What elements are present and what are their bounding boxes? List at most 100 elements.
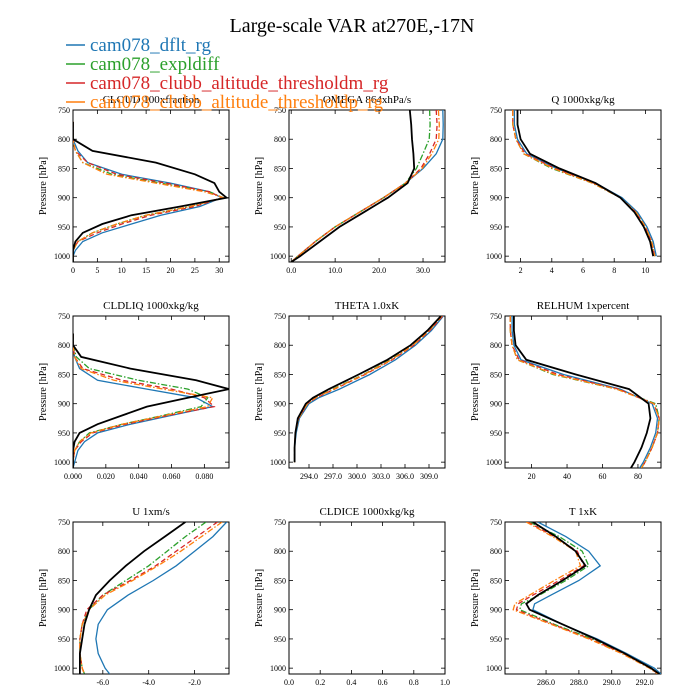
panel-title: Q 1000xkg/kg	[551, 94, 615, 106]
y-tick-label: 750	[274, 312, 286, 321]
x-tick-label: 10	[641, 266, 649, 275]
plot-frame	[504, 315, 662, 469]
legend-item: cam078_dflt_rg	[66, 35, 212, 56]
plot-frame	[288, 315, 446, 469]
y-tick-label: 1000	[54, 664, 70, 673]
y-tick-label: 950	[274, 635, 286, 644]
x-tick-label: 10	[118, 266, 126, 275]
y-axis-label: Pressure [hPa]	[38, 157, 49, 215]
series-line-cam078_expldiff	[73, 333, 209, 468]
legend-label: cam078_clubb_altitude_thresholdm_rg	[90, 73, 389, 94]
series-line-cam078_clubb_altitude_thresholdm_rg	[73, 121, 224, 262]
series-line-cam078_dflt_rg	[511, 316, 659, 468]
y-tick-label: 850	[490, 576, 502, 585]
x-tick-label: 306.0	[396, 472, 414, 481]
x-tick-label: 6	[581, 266, 585, 275]
y-tick-label: 850	[490, 164, 502, 173]
y-tick-label: 850	[274, 164, 286, 173]
panel-title: T 1xK	[569, 506, 597, 518]
series-line-cam078_expldiff	[73, 121, 226, 262]
x-tick-label: 20	[167, 266, 175, 275]
y-tick-label: 850	[58, 370, 70, 379]
y-tick-label: 900	[274, 194, 286, 203]
series-line-cam078_clubb_altitude_thresholdp_rg	[509, 316, 660, 468]
series-line-cam078_dflt_rg	[95, 522, 228, 674]
x-tick-label: -4.0	[142, 678, 155, 687]
legend-item: cam078_clubb_altitude_thresholdp_rg	[66, 92, 384, 113]
panel-title: OMEGA 864xhPa/s	[323, 94, 411, 106]
x-tick-label: 0.6	[378, 678, 388, 687]
x-tick-label: 297.0	[324, 472, 342, 481]
x-tick-label: 0.8	[409, 678, 419, 687]
y-axis-label: Pressure [hPa]	[38, 569, 49, 627]
y-tick-label: 1000	[54, 252, 70, 261]
y-tick-label: 900	[58, 194, 70, 203]
y-axis-label: Pressure [hPa]	[254, 569, 265, 627]
x-tick-label: 40	[563, 472, 571, 481]
series-line-cam078_dflt_rg	[73, 333, 215, 468]
y-tick-label: 1000	[54, 458, 70, 467]
panel-3: Q 1000xkg/kg Pressure [hPa] 750 800 850 900 95…	[470, 94, 662, 275]
x-tick-label: 15	[142, 266, 150, 275]
panel-title: CLDLIQ 1000xkg/kg	[103, 300, 199, 312]
plot-frame	[288, 521, 446, 675]
y-tick-label: 800	[58, 547, 70, 556]
panel-title: CLOUD 100xfraction	[103, 94, 200, 106]
x-tick-label: 25	[191, 266, 199, 275]
panel-title: THETA 1.0xK	[335, 300, 400, 312]
y-tick-label: 850	[274, 576, 286, 585]
y-tick-label: 800	[274, 341, 286, 350]
x-tick-label: -2.0	[188, 678, 201, 687]
series-line-cam078_expldiff	[519, 522, 659, 674]
y-tick-label: 950	[490, 429, 502, 438]
y-tick-label: 750	[58, 518, 70, 527]
x-tick-label: 0.000	[64, 472, 82, 481]
series-line-cam078_expldiff	[79, 522, 207, 674]
x-tick-label: 0.040	[130, 472, 148, 481]
panel-4: CLDLIQ 1000xkg/kg Pressure [hPa] 750 800 850…	[38, 300, 230, 481]
y-tick-label: 850	[58, 576, 70, 585]
y-tick-label: 800	[58, 135, 70, 144]
y-axis-label: Pressure [hPa]	[38, 363, 49, 421]
series-line-cam078_clubb_altitude_thresholdm_rg	[509, 316, 660, 468]
y-tick-label: 900	[58, 400, 70, 409]
x-tick-label: 4	[550, 266, 554, 275]
legend-label: cam078_dflt_rg	[90, 35, 212, 56]
y-axis-label: Pressure [hPa]	[470, 569, 481, 627]
legend: cam078_dflt_rgcam078_expldiffcam078_club…	[66, 35, 389, 113]
reference-line	[73, 333, 229, 468]
x-tick-label: 20	[528, 472, 536, 481]
y-tick-label: 800	[274, 547, 286, 556]
y-tick-label: 950	[58, 635, 70, 644]
y-tick-label: 900	[58, 606, 70, 615]
x-tick-label: 5	[95, 266, 99, 275]
series-line-cam078_dflt_rg	[290, 110, 444, 262]
x-tick-label: 80	[634, 472, 642, 481]
x-tick-label: 309.0	[420, 472, 438, 481]
y-tick-label: 950	[274, 429, 286, 438]
panel-5: THETA 1.0xK Pressure [hPa] 750 800 850 900 950…	[254, 300, 446, 481]
y-tick-label: 750	[490, 518, 502, 527]
series-line-cam078_clubb_altitude_thresholdm_rg	[512, 110, 656, 257]
series-line-cam078_dflt_rg	[532, 522, 661, 674]
series-line-cam078_clubb_altitude_thresholdm_rg	[293, 316, 444, 463]
panels-grid: CLOUD 100xfraction Pressure [hPa] 750 800 85…	[38, 94, 662, 687]
panel-title: RELHUM 1xpercent	[537, 300, 630, 312]
series-line-cam078_clubb_altitude_thresholdp_rg	[290, 110, 440, 262]
y-tick-label: 1000	[270, 252, 286, 261]
y-tick-label: 800	[490, 341, 502, 350]
y-tick-label: 900	[490, 194, 502, 203]
plot-frame	[72, 109, 230, 263]
x-tick-label: 0.0	[286, 266, 296, 275]
panel-6: RELHUM 1xpercent Pressure [hPa] 750 800 850 9…	[470, 300, 662, 481]
x-tick-label: 0.0	[284, 678, 294, 687]
figure-title: Large-scale VAR at270E,-17N	[230, 15, 475, 37]
y-tick-label: 750	[274, 518, 286, 527]
y-tick-label: 1000	[486, 252, 502, 261]
y-tick-label: 950	[490, 635, 502, 644]
series-line-cam078_clubb_altitude_thresholdm_rg	[290, 110, 438, 262]
y-tick-label: 950	[490, 223, 502, 232]
plot-frame	[72, 315, 230, 469]
y-tick-label: 800	[490, 135, 502, 144]
